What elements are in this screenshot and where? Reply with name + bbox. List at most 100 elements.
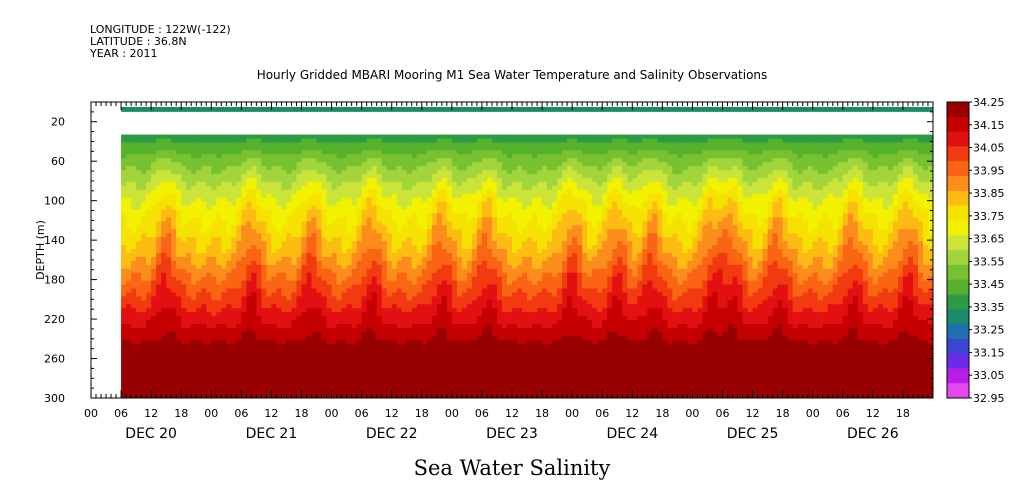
heatmap-cell: [431, 256, 438, 262]
heatmap-cell: [186, 335, 192, 341]
heatmap-cell: [181, 375, 187, 380]
heatmap-cell: [356, 316, 363, 321]
heatmap-cell: [401, 205, 408, 211]
heatmap-cell: [326, 324, 333, 329]
heatmap-cell: [371, 177, 378, 183]
heatmap-cell: [476, 233, 483, 238]
heatmap-cell: [336, 166, 343, 171]
heatmap-cell: [466, 387, 473, 392]
heatmap-cell: [186, 320, 192, 325]
heatmap-cell: [131, 324, 137, 329]
heatmap-cell: [256, 201, 263, 207]
heatmap-cell: [421, 276, 428, 282]
heatmap-cell: [291, 320, 298, 325]
heatmap-cell: [346, 193, 353, 199]
heatmap-cell: [371, 268, 378, 274]
heatmap-cell: [171, 252, 177, 258]
heatmap-cell: [476, 268, 483, 274]
heatmap-cell: [351, 359, 358, 365]
heatmap-cell: [206, 158, 212, 163]
heatmap-cell: [121, 268, 127, 274]
heatmap-cell: [471, 181, 478, 187]
heatmap-cell: [286, 371, 293, 376]
heatmap-cell: [221, 233, 227, 238]
heatmap-cell: [156, 292, 162, 297]
heatmap-cell: [286, 181, 293, 187]
heatmap-cell: [441, 383, 448, 388]
heatmap-cell: [471, 363, 478, 369]
heatmap-cell: [446, 300, 453, 305]
heatmap-cell: [406, 158, 413, 163]
heatmap-cell: [376, 379, 383, 384]
heatmap-cell: [386, 170, 393, 175]
heatmap-cell: [326, 316, 333, 321]
heatmap-cell: [396, 233, 403, 238]
heatmap-cell: [341, 177, 348, 183]
heatmap-cell: [326, 177, 333, 183]
heatmap-cell: [296, 221, 303, 226]
heatmap-cell: [341, 268, 348, 274]
heatmap-cell: [316, 292, 323, 297]
heatmap-cell: [181, 284, 187, 290]
heatmap-cell: [461, 391, 468, 396]
heatmap-cell: [251, 312, 257, 317]
heatmap-cell: [361, 335, 368, 341]
heatmap-cell: [176, 292, 182, 297]
heatmap-cell: [406, 185, 413, 191]
heatmap-cell: [466, 276, 473, 282]
heatmap-cell: [286, 193, 293, 199]
heatmap-cell: [136, 288, 142, 294]
heatmap-cell: [176, 264, 182, 270]
heatmap-cell: [281, 395, 288, 398]
heatmap-cell: [176, 233, 182, 238]
heatmap-cell: [476, 189, 483, 195]
heatmap-cell: [346, 359, 353, 365]
heatmap-cell: [361, 343, 368, 349]
heatmap-cell: [291, 359, 298, 365]
heatmap-cell: [241, 193, 247, 199]
heatmap-cell: [306, 316, 313, 321]
heatmap-cell: [156, 324, 162, 329]
heatmap-cell: [246, 379, 252, 384]
heatmap-cell: [471, 233, 478, 238]
heatmap-cell: [466, 324, 473, 329]
heatmap-cell: [146, 359, 152, 365]
heatmap-cell: [296, 284, 303, 290]
heatmap-cell: [346, 245, 353, 250]
heatmap-cell: [216, 335, 222, 341]
heatmap-cell: [266, 288, 273, 294]
heatmap-cell: [401, 375, 408, 380]
heatmap-cell: [411, 335, 418, 341]
heatmap-cell: [296, 367, 303, 372]
heatmap-cell: [321, 383, 328, 388]
heatmap-cell: [286, 304, 293, 309]
heatmap-cell: [356, 343, 363, 349]
heatmap-cell: [431, 355, 438, 361]
heatmap-cell: [426, 245, 433, 250]
heatmap-cell: [131, 142, 137, 147]
heatmap-cell: [316, 181, 323, 187]
heatmap-cell: [136, 339, 142, 345]
heatmap-cell: [461, 375, 468, 380]
heatmap-cell: [386, 138, 393, 144]
heatmap-cell: [256, 331, 263, 337]
heatmap-cell: [241, 150, 247, 155]
heatmap-cell: [271, 335, 278, 341]
heatmap-cell: [476, 138, 483, 144]
heatmap-cell: [301, 181, 308, 187]
heatmap-cell: [191, 379, 197, 384]
heatmap-cell: [261, 331, 268, 337]
heatmap-cell: [416, 189, 423, 195]
heatmap-cell: [471, 308, 478, 313]
heatmap-cell: [356, 241, 363, 246]
heatmap-cell: [456, 217, 463, 222]
heatmap-cell: [451, 339, 458, 345]
heatmap-cell: [216, 383, 222, 388]
heatmap-cell: [296, 260, 303, 266]
heatmap-cell: [186, 395, 192, 398]
heatmap-cell: [136, 166, 142, 171]
heatmap-cell: [156, 174, 162, 179]
heatmap-cell: [411, 359, 418, 365]
heatmap-cell: [391, 213, 398, 219]
heatmap-cell: [356, 150, 363, 155]
